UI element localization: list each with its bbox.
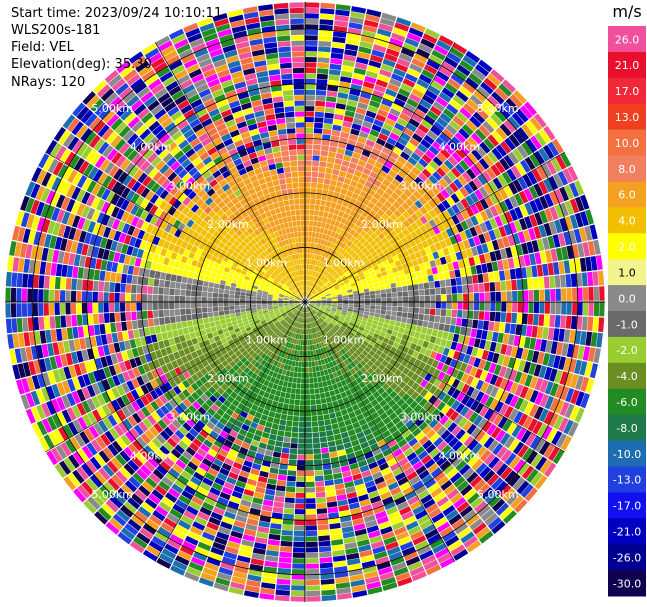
colorbar-cell: [608, 129, 646, 156]
range-ring-label: 3.00km: [400, 179, 442, 192]
range-ring-label: 3.00km: [169, 179, 211, 192]
range-ring-label: 2.00km: [207, 218, 249, 231]
range-ring-label: 4.00km: [439, 141, 481, 154]
colorbar-tick-label: 17.0: [615, 85, 640, 98]
colorbar-cell: [608, 388, 646, 416]
colorbar-cell: [608, 285, 646, 312]
colorbar-tick-label: 21.0: [615, 59, 640, 72]
colorbar-cell: [608, 492, 646, 519]
colorbar-tick-label: 13.0: [615, 111, 640, 124]
colorbar-cell: [608, 259, 646, 286]
colorbar-unit-label: m/s: [612, 2, 641, 21]
colorbar-tick-label: 1.0: [618, 266, 636, 279]
colorbar-cell: [608, 336, 646, 364]
range-ring-label: 5.00km: [91, 488, 133, 501]
colorbar-tick-label: 2.0: [618, 241, 636, 254]
colorbar-tick-label: 6.0: [618, 189, 636, 202]
instrument-label: WLS200s-181: [11, 23, 101, 38]
colorbar-tick-label: 8.0: [618, 163, 636, 176]
colorbar-tick-label: -17.0: [613, 500, 641, 513]
colorbar-cell: [608, 207, 646, 234]
colorbar-tick-label: 0.0: [618, 292, 636, 305]
colorbar-tick-label: -30.0: [613, 577, 641, 590]
range-ring-label: 2.00km: [361, 372, 403, 385]
colorbar-tick-label: -1.0: [616, 318, 637, 331]
field-label: Field: VEL: [11, 40, 74, 55]
colorbar-cell: [608, 26, 646, 53]
range-ring-label: 3.00km: [169, 411, 211, 424]
colorbar-cell: [608, 51, 646, 79]
plot-info: Start time: 2023/09/24 10:10:11 WLS200s-…: [11, 5, 222, 91]
colorbar-cell: [608, 466, 646, 493]
range-ring-label: 1.00km: [246, 256, 288, 269]
colorbar-tick-label: -2.0: [616, 344, 637, 357]
colorbar-tick-label: -4.0: [616, 370, 637, 383]
colorbar-tick-label: -8.0: [616, 422, 637, 435]
colorbar-tick-label: -10.0: [613, 448, 641, 461]
colorbar-tick-label: 26.0: [615, 33, 640, 46]
colorbar-cell: [608, 311, 646, 338]
range-ring-label: 1.00km: [246, 334, 288, 347]
range-ring-label: 5.00km: [477, 102, 519, 115]
range-ring-label: 4.00km: [130, 449, 172, 462]
colorbar-cell: [608, 155, 646, 182]
colorbar-tick-label: 10.0: [615, 137, 640, 150]
colorbar-tick-label: -6.0: [616, 396, 637, 409]
colorbar-cell: [608, 181, 646, 208]
colorbar-tick-label: -13.0: [613, 474, 641, 487]
colorbar-tick-label: -21.0: [613, 526, 641, 539]
range-ring-label: 2.00km: [361, 218, 403, 231]
range-ring-label: 5.00km: [477, 488, 519, 501]
colorbar-cell: [608, 570, 646, 597]
colorbar-tick-label: -26.0: [613, 551, 641, 564]
nrays-label: NRays: 120: [11, 75, 86, 90]
colorbar-cell: [608, 414, 646, 441]
start-time-label: Start time: 2023/09/24 10:10:11: [11, 6, 223, 21]
colorbar-cell: [608, 544, 646, 571]
elevation-label: Elevation(deg): 35.30: [11, 57, 152, 72]
colorbar-cell: [608, 440, 646, 467]
colorbar-cell: [608, 103, 646, 131]
colorbar-cell: [608, 77, 646, 105]
azimuth-line-6: [154, 42, 456, 562]
range-ring-label: 2.00km: [207, 372, 249, 385]
range-ring-label: 5.00km: [91, 102, 133, 115]
range-ring-label: 1.00km: [323, 256, 365, 269]
colorbar-cell: [608, 362, 646, 390]
range-ring-label: 4.00km: [439, 449, 481, 462]
range-ring-label: 1.00km: [323, 334, 365, 347]
range-ring-label: 4.00km: [130, 141, 172, 154]
colorbar-cell: [608, 518, 646, 545]
colorbar-cell: [608, 233, 646, 260]
range-ring-label: 3.00km: [400, 411, 442, 424]
colorbar-tick-label: 4.0: [618, 215, 636, 228]
